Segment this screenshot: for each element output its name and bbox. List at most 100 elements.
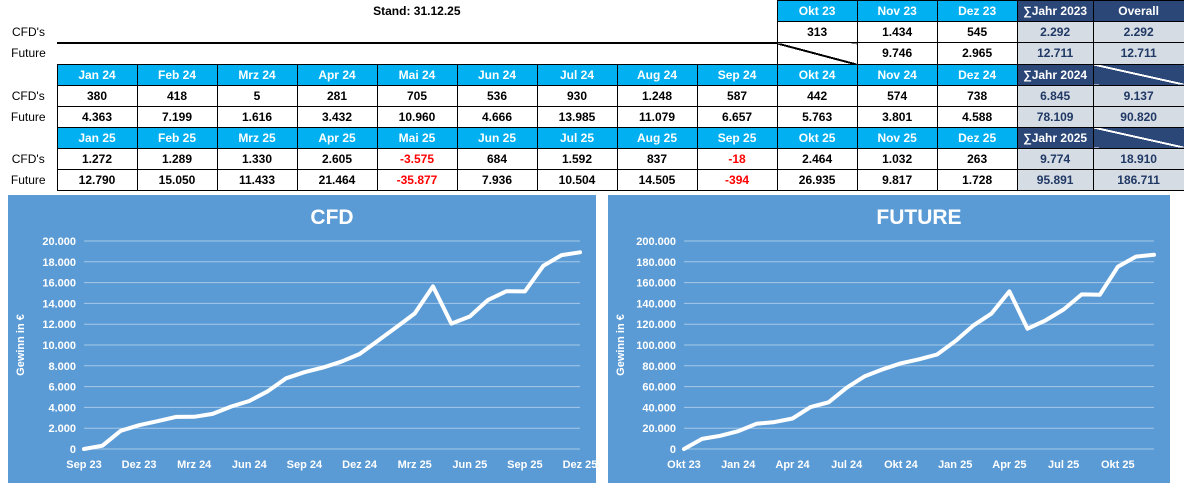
value-cell[interactable]: 5 [216, 84, 298, 107]
sum-year-header[interactable]: ∑Jahr 2025 [1016, 126, 1094, 149]
sum-cell[interactable]: 12.711 [1016, 42, 1094, 65]
stand-label[interactable]: Stand: 31.12.25 [373, 4, 461, 18]
value-cell[interactable]: 574 [856, 84, 938, 107]
row-label-cfd[interactable]: CFD's [11, 88, 45, 103]
value-cell[interactable]: 1.592 [536, 147, 618, 170]
value-cell[interactable]: 14.505 [616, 168, 698, 191]
month-header[interactable]: Nov 23 [856, 0, 938, 22]
value-cell[interactable]: 1.728 [936, 168, 1018, 191]
value-cell[interactable]: 738 [936, 84, 1018, 107]
sum-cell[interactable]: 9.774 [1016, 147, 1094, 170]
month-header[interactable]: Mrz 24 [216, 63, 298, 86]
month-header[interactable]: Mai 24 [376, 63, 458, 86]
row-label-future[interactable]: Future [10, 109, 46, 124]
value-cell[interactable]: 10.504 [536, 168, 618, 191]
value-cell[interactable]: 1.248 [616, 84, 698, 107]
value-cell[interactable]: 684 [456, 147, 538, 170]
value-cell[interactable]: 536 [456, 84, 538, 107]
value-cell[interactable]: 313 [776, 21, 858, 43]
value-cell[interactable]: 9.817 [856, 168, 938, 191]
month-header[interactable]: Dez 24 [936, 63, 1018, 86]
value-cell[interactable]: 13.985 [536, 105, 618, 128]
month-header[interactable]: Nov 25 [856, 126, 938, 149]
sum-cell[interactable]: 95.891 [1016, 168, 1094, 191]
overall-cell[interactable]: 90.820 [1092, 105, 1184, 128]
value-cell[interactable]: 442 [776, 84, 858, 107]
row-label-cfd[interactable]: CFD's [12, 25, 45, 39]
value-cell[interactable]: 9.746 [856, 42, 938, 65]
value-cell[interactable]: 1.032 [856, 147, 938, 170]
value-cell[interactable]: 12.790 [56, 168, 138, 191]
row-label-future[interactable]: Future [11, 46, 46, 61]
value-cell[interactable]: 2.605 [296, 147, 378, 170]
value-cell[interactable]: 930 [536, 84, 618, 107]
value-cell[interactable]: 4.666 [456, 105, 538, 128]
value-cell[interactable]: 4.363 [56, 105, 138, 128]
value-cell[interactable]: 26.935 [776, 168, 858, 191]
month-header[interactable]: Dez 23 [936, 0, 1018, 22]
value-cell[interactable]: 4.588 [936, 105, 1018, 128]
value-cell[interactable]: 418 [136, 84, 218, 107]
month-header[interactable]: Jun 24 [456, 63, 538, 86]
month-header[interactable]: Sep 25 [696, 126, 778, 149]
value-cell[interactable]: 6.657 [696, 105, 778, 128]
sum-cell[interactable]: 78.109 [1016, 105, 1094, 128]
month-header[interactable]: Jul 25 [536, 126, 618, 149]
month-header[interactable]: Aug 25 [616, 126, 698, 149]
sum-cell[interactable]: 6.845 [1016, 84, 1094, 107]
value-cell[interactable]: 380 [56, 84, 138, 107]
value-cell[interactable]: 11.079 [616, 105, 698, 128]
value-cell[interactable]: 1.272 [56, 147, 138, 170]
month-header[interactable]: Aug 24 [616, 63, 698, 86]
value-cell[interactable]: 2.965 [936, 42, 1018, 65]
month-header[interactable]: Dez 25 [936, 126, 1018, 149]
overall-cell[interactable]: 186.711 [1092, 168, 1184, 191]
value-cell[interactable]: 545 [936, 21, 1018, 43]
future-chart[interactable]: 0 20.000 40.000 60.000 80.000 100.000 120.000 1… [608, 194, 1170, 483]
month-header[interactable]: Mrz 25 [216, 126, 298, 149]
value-cell[interactable]: 705 [376, 84, 458, 107]
value-cell[interactable]: 2.464 [776, 147, 858, 170]
value-cell[interactable]: 7.199 [136, 105, 218, 128]
value-cell[interactable]: 7.936 [456, 168, 538, 191]
value-cell[interactable]: 837 [616, 147, 698, 170]
month-header[interactable]: Okt 24 [776, 63, 858, 86]
month-header[interactable]: Jul 24 [536, 63, 618, 86]
value-cell[interactable]: 3.432 [296, 105, 378, 128]
value-cell[interactable]: 1.434 [856, 21, 938, 43]
value-cell[interactable]: 11.433 [216, 168, 298, 191]
value-cell[interactable]: 587 [696, 84, 778, 107]
value-cell-negative[interactable]: -394 [696, 168, 778, 191]
value-cell-negative[interactable]: -3.575 [376, 147, 458, 170]
cfd-chart[interactable]: 0 2.000 4.000 6.000 8.000 10.000 12.000 14.000 1… [8, 194, 596, 483]
month-header[interactable]: Jan 24 [56, 63, 138, 86]
value-cell-negative[interactable]: -18 [696, 147, 778, 170]
month-header[interactable]: Sep 24 [696, 63, 778, 86]
sum-year-header[interactable]: ∑Jahr 2024 [1016, 63, 1094, 86]
value-cell[interactable]: 1.330 [216, 147, 298, 170]
sum-year-header[interactable]: ∑Jahr 2023 [1016, 0, 1094, 22]
value-cell[interactable]: 10.960 [376, 105, 458, 128]
value-cell[interactable]: 1.289 [136, 147, 218, 170]
value-cell[interactable]: 281 [296, 84, 378, 107]
month-header[interactable]: Okt 25 [776, 126, 858, 149]
month-header[interactable]: Apr 25 [296, 126, 378, 149]
month-header[interactable]: Feb 24 [136, 63, 218, 86]
row-label-future[interactable]: Future [10, 172, 46, 187]
overall-cell[interactable]: 2.292 [1092, 21, 1184, 43]
overall-header[interactable]: Overall [1092, 0, 1184, 22]
overall-cell[interactable]: 12.711 [1092, 42, 1184, 65]
value-cell[interactable]: 15.050 [136, 168, 218, 191]
value-cell-negative[interactable]: -35.877 [376, 168, 458, 191]
overall-cell[interactable]: 18.910 [1092, 147, 1184, 170]
value-cell[interactable]: 263 [936, 147, 1018, 170]
value-cell[interactable]: 3.801 [856, 105, 938, 128]
value-cell[interactable]: 21.464 [296, 168, 378, 191]
month-header[interactable]: Jan 25 [56, 126, 138, 149]
month-header[interactable]: Okt 23 [776, 0, 858, 22]
row-label-cfd[interactable]: CFD's [11, 151, 45, 166]
sum-cell[interactable]: 2.292 [1016, 21, 1094, 43]
month-header[interactable]: Mai 25 [376, 126, 458, 149]
value-cell[interactable]: 1.616 [216, 105, 298, 128]
month-header[interactable]: Feb 25 [136, 126, 218, 149]
